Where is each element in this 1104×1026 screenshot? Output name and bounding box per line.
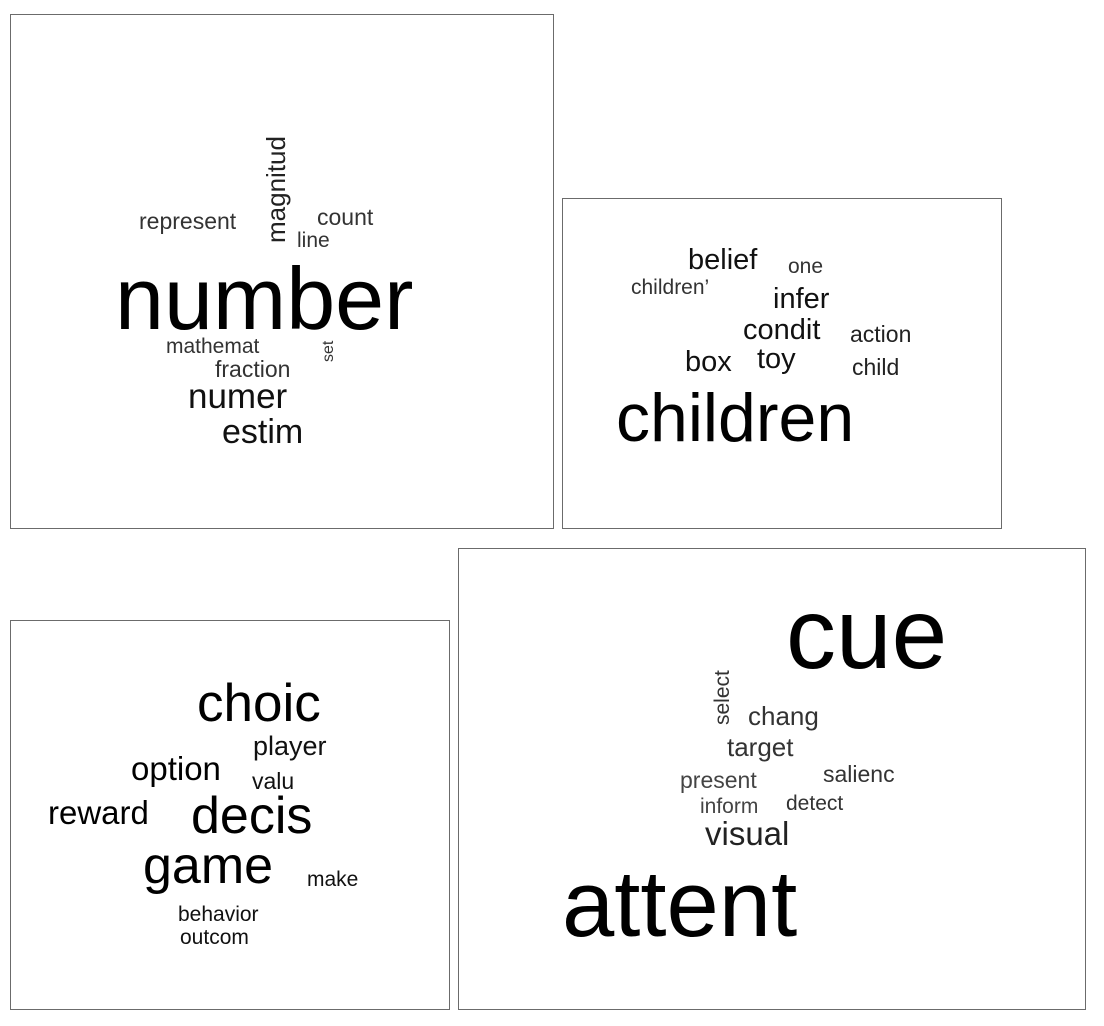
cloud-word: make: [307, 868, 359, 891]
cloud-word: infer: [773, 283, 830, 315]
cloud-word: attent: [562, 851, 798, 956]
cloud-word: cue: [786, 578, 948, 690]
cloud-word: condit: [743, 314, 821, 346]
cloud-word: estim: [222, 413, 304, 451]
cloud-word: count: [317, 204, 374, 230]
cloud-word: select: [711, 670, 734, 725]
cloud-word: toy: [757, 343, 796, 375]
word-cloud-panel-number: number magnitud represent count line mat…: [10, 14, 554, 529]
cloud-word: mathemat: [166, 335, 260, 358]
cloud-word: salienc: [823, 761, 895, 787]
cloud-word: number: [115, 249, 414, 348]
word-cloud-panel-cue: cue select chang target present salienc …: [458, 548, 1086, 1010]
cloud-word: children’: [631, 276, 710, 299]
cloud-word: game: [143, 837, 274, 895]
cloud-word: player: [253, 731, 327, 761]
cloud-word: fraction: [215, 356, 291, 382]
cloud-word: outcom: [180, 926, 249, 949]
cloud-word: detect: [786, 792, 844, 815]
cloud-word: belief: [688, 244, 758, 276]
cloud-word: child: [852, 354, 900, 380]
cloud-word: inform: [700, 795, 759, 818]
cloud-word: target: [727, 732, 794, 762]
cloud-word: present: [680, 767, 757, 793]
cloud-word: magnitud: [261, 136, 291, 243]
cloud-word: line: [297, 229, 330, 252]
word-cloud-panel-choic: choic player option valu reward decis ga…: [10, 620, 450, 1010]
cloud-word: numer: [188, 377, 288, 416]
cloud-word: behavior: [178, 903, 259, 926]
cloud-word: children: [616, 380, 855, 456]
cloud-word: represent: [139, 208, 237, 234]
cloud-word: visual: [705, 815, 790, 852]
cloud-word: valu: [252, 768, 295, 794]
cloud-word: action: [850, 321, 912, 347]
cloud-word: one: [788, 255, 824, 278]
word-cloud-panel-children: belief one children’ infer condit action…: [562, 198, 1002, 529]
cloud-word: option: [131, 750, 221, 787]
cloud-word: choic: [197, 674, 321, 733]
cloud-word: set: [320, 340, 337, 362]
cloud-word: box: [685, 346, 732, 378]
cloud-word: reward: [48, 794, 149, 831]
cloud-word: chang: [748, 701, 819, 731]
cloud-word: decis: [191, 787, 313, 845]
